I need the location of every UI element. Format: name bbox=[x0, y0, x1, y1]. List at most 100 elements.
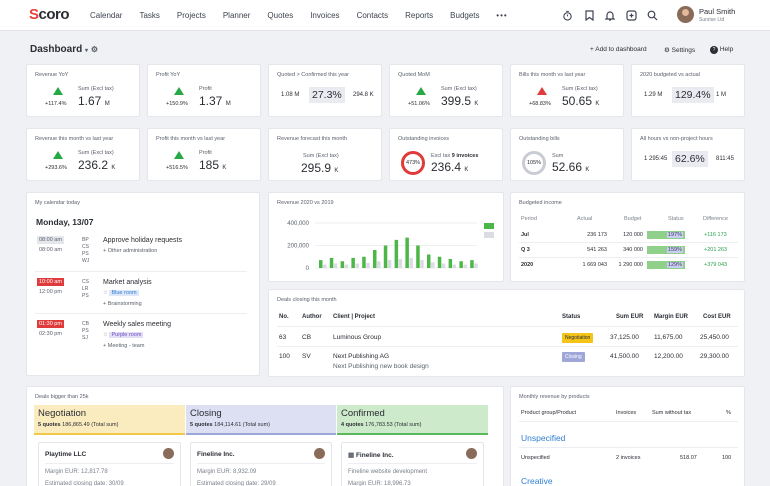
deal-author: CB bbox=[302, 334, 312, 341]
help-button[interactable]: ? Help bbox=[710, 46, 733, 54]
pipeline-sum: 186,865.49 (Total sum) bbox=[62, 422, 119, 428]
product-group-unspecified[interactable]: Unspecified bbox=[521, 433, 566, 443]
kpi-value: 236.2 K bbox=[78, 158, 115, 172]
kpi-value-number: 1.37 bbox=[199, 94, 223, 108]
pipeline-column-negotiation[interactable]: Negotiation 5 quotes 186,865.49 (Total su… bbox=[34, 405, 185, 435]
settings-button[interactable]: ⚙ Settings bbox=[664, 47, 696, 54]
event-end-time: 08:00 am bbox=[39, 247, 62, 253]
bar-series-1[interactable] bbox=[340, 261, 345, 268]
bar-series-1[interactable] bbox=[459, 261, 463, 268]
pipeline-column-closing[interactable]: Closing 5 quotes 184,114.61 (Total sum) bbox=[186, 405, 336, 435]
kpi-card: Quoted MoM +51.06% Sum (Excl tax) 399.5 K bbox=[389, 64, 503, 117]
bar-series-1[interactable] bbox=[448, 259, 453, 268]
bar-series-1[interactable] bbox=[470, 260, 474, 268]
event-title[interactable]: Market analysis bbox=[103, 279, 152, 286]
nav-item-tasks[interactable]: Tasks bbox=[139, 11, 160, 20]
kpi-label: Excl tax 9 invoices bbox=[431, 153, 478, 159]
deal-card[interactable]: Fineline Inc. Margin EUR: 8,932.09 Estimat… bbox=[190, 442, 332, 486]
bar-series-2[interactable] bbox=[387, 260, 392, 268]
nav-item-calendar[interactable]: Calendar bbox=[90, 11, 123, 20]
bar-series-2[interactable] bbox=[398, 259, 403, 268]
bar-series-2[interactable] bbox=[420, 260, 424, 268]
bar-series-2[interactable] bbox=[323, 264, 327, 268]
pipeline-column-confirmed[interactable]: Confirmed 4 quotes 176,783.53 (Total sum) bbox=[337, 405, 488, 435]
nav-item-quotes[interactable]: Quotes bbox=[267, 11, 294, 20]
deal-no[interactable]: 63 bbox=[279, 334, 287, 341]
kpi-value-number: 1.67 bbox=[78, 94, 102, 108]
bar-series-2[interactable] bbox=[377, 261, 381, 268]
deals-header: Margin EUR bbox=[654, 314, 689, 320]
kpi-change: +68.83% bbox=[529, 101, 551, 107]
bar-series-1[interactable] bbox=[405, 237, 409, 268]
bar-series-1[interactable] bbox=[373, 250, 377, 268]
bar-series-2[interactable] bbox=[344, 264, 349, 268]
row-divider bbox=[519, 242, 738, 243]
nav-item-budgets[interactable]: Budgets bbox=[450, 11, 480, 20]
bell-icon[interactable] bbox=[604, 9, 616, 21]
bar-series-1[interactable] bbox=[383, 245, 388, 269]
deal-card[interactable]: ▦ Fineline Inc. Fineline website developm… bbox=[341, 442, 484, 486]
page-title[interactable]: Dashboard ▾ ⚙ bbox=[30, 44, 98, 55]
kpi-title: Revenue this month vs last year bbox=[35, 136, 114, 142]
budget-status-bar: 129% bbox=[647, 261, 685, 269]
deal-card-line2: Estimated closing date: 29/09 bbox=[197, 481, 276, 486]
event-start-time: 08:00 am bbox=[37, 236, 64, 244]
deal-client[interactable]: Next Publishing AG bbox=[333, 353, 390, 360]
more-menu-icon[interactable]: ••• bbox=[496, 10, 508, 20]
bar-series-2[interactable] bbox=[431, 262, 435, 268]
user-avatar[interactable] bbox=[677, 6, 694, 23]
deals-header: Sum EUR bbox=[616, 314, 644, 320]
budget-period: Jul bbox=[521, 232, 529, 238]
bookmark-icon[interactable] bbox=[583, 9, 595, 21]
deal-card-line1: Margin EUR: 8,932.09 bbox=[197, 469, 257, 475]
nav-item-contacts[interactable]: Contacts bbox=[356, 11, 389, 20]
search-icon[interactable] bbox=[646, 9, 658, 21]
bar-series-1[interactable] bbox=[437, 256, 442, 268]
event-title[interactable]: Weekly sales meeting bbox=[103, 321, 171, 328]
kpi-label-text: Excl tax bbox=[431, 153, 451, 159]
bar-series-1[interactable] bbox=[394, 239, 399, 268]
pipeline-column-summary: 4 quotes 176,783.53 (Total sum) bbox=[341, 422, 421, 428]
bar-series-1[interactable] bbox=[319, 260, 323, 268]
scoro-logo[interactable]: Scoro bbox=[29, 6, 70, 23]
add-to-dashboard-button[interactable]: + Add to dashboard bbox=[590, 46, 647, 53]
bar-series-2[interactable] bbox=[452, 264, 457, 268]
bar-series-1[interactable] bbox=[427, 254, 431, 269]
deal-no[interactable]: 100 bbox=[279, 353, 290, 360]
budget-header: Period bbox=[521, 216, 537, 222]
add-icon[interactable] bbox=[625, 9, 637, 21]
deal-sum: 41,500.00 bbox=[610, 353, 639, 360]
row-divider bbox=[277, 346, 738, 347]
kpi-card: Profit this month vs last year +516.5% Pro… bbox=[147, 128, 261, 181]
deal-client[interactable]: Luminous Group bbox=[333, 334, 382, 341]
bar-series-1[interactable] bbox=[351, 257, 355, 268]
bar-series-2[interactable] bbox=[333, 263, 338, 269]
nav-item-invoices[interactable]: Invoices bbox=[310, 11, 340, 20]
kpi-title: Bills this month vs last year bbox=[519, 72, 586, 78]
bar-series-1[interactable] bbox=[329, 257, 334, 268]
budget-status-bar: 159% bbox=[647, 246, 685, 254]
product-group-creative[interactable]: Creative bbox=[521, 476, 553, 486]
event-title[interactable]: Approve holiday requests bbox=[103, 237, 182, 244]
nav-item-reports[interactable]: Reports bbox=[405, 11, 434, 20]
bar-series-2[interactable] bbox=[463, 264, 467, 268]
bar-series-2[interactable] bbox=[366, 262, 370, 268]
kpi-value-number: 50.65 bbox=[562, 94, 593, 108]
monthly-header-sum: Sum without tax bbox=[652, 410, 692, 416]
bar-series-2[interactable] bbox=[441, 263, 446, 269]
bar-series-2[interactable] bbox=[409, 257, 413, 268]
kpi-value: 50.65 K bbox=[562, 94, 599, 108]
nav-item-projects[interactable]: Projects bbox=[176, 11, 206, 20]
bar-series-2[interactable] bbox=[355, 263, 359, 269]
kpi-title: Quoted MoM bbox=[398, 72, 430, 78]
bar-series-1[interactable] bbox=[362, 256, 366, 268]
user-name[interactable]: Paul Smith bbox=[699, 7, 736, 16]
bar-series-1[interactable] bbox=[416, 245, 420, 269]
pipeline-count: 4 quotes bbox=[341, 422, 364, 428]
bar-series-2[interactable] bbox=[474, 263, 478, 269]
monthly-revenue-widget: Monthly revenue by products Product grou… bbox=[510, 386, 745, 486]
nav-item-planner[interactable]: Planner bbox=[222, 11, 251, 20]
deal-card[interactable]: Playtime LLC Margin EUR: 12,817.78 Estimat… bbox=[38, 442, 181, 486]
event-end-time: 02:30 pm bbox=[39, 331, 62, 337]
timer-icon[interactable] bbox=[561, 9, 573, 21]
